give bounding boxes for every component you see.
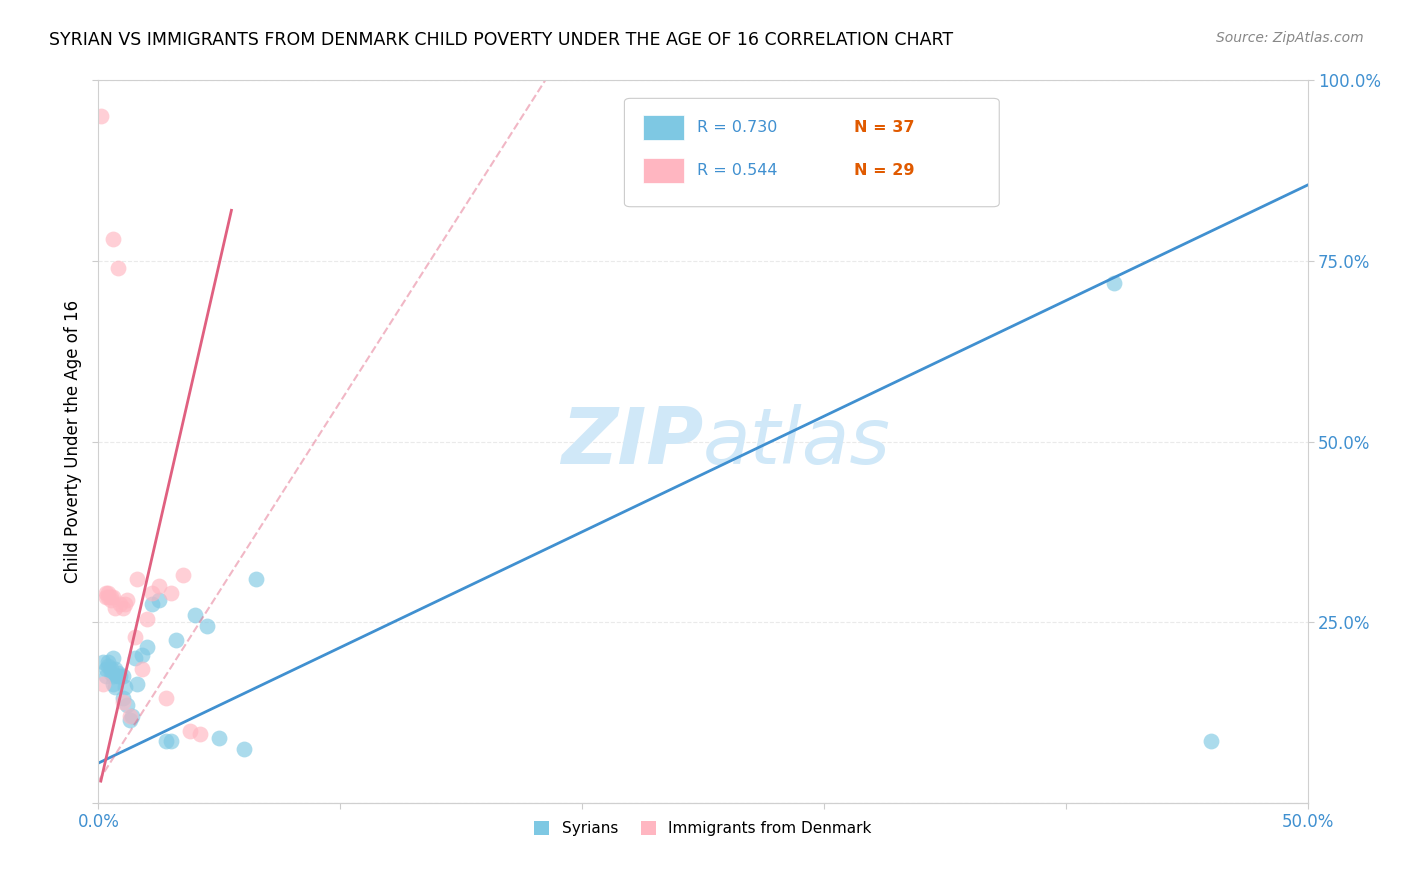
Point <box>135 640 157 655</box>
Point <box>188 727 211 741</box>
Point <box>124 651 146 665</box>
Point <box>91 676 114 690</box>
Point <box>100 593 122 607</box>
Text: atlas: atlas <box>703 403 891 480</box>
Point <box>179 723 201 738</box>
Point <box>90 110 112 124</box>
Text: Source: ZipAtlas.com: Source: ZipAtlas.com <box>1216 31 1364 45</box>
Point <box>107 669 129 683</box>
Point <box>107 261 129 276</box>
Point <box>141 597 163 611</box>
Point <box>141 586 163 600</box>
Point <box>148 593 170 607</box>
Text: SYRIAN VS IMMIGRANTS FROM DENMARK CHILD POVERTY UNDER THE AGE OF 16 CORRELATION : SYRIAN VS IMMIGRANTS FROM DENMARK CHILD … <box>49 31 953 49</box>
Text: ZIP: ZIP <box>561 403 703 480</box>
Point <box>101 651 124 665</box>
Point <box>94 669 117 683</box>
Point <box>101 676 124 690</box>
Point <box>94 586 117 600</box>
Point <box>195 619 218 633</box>
Point <box>172 568 194 582</box>
Point <box>111 691 134 706</box>
Point <box>208 731 231 745</box>
Point <box>148 579 170 593</box>
Point <box>108 669 131 683</box>
Point <box>232 741 254 756</box>
Point <box>97 586 120 600</box>
Text: N = 29: N = 29 <box>855 163 915 178</box>
Point <box>184 607 207 622</box>
Point <box>160 586 183 600</box>
Text: R = 0.730: R = 0.730 <box>697 120 778 135</box>
FancyBboxPatch shape <box>624 98 1000 207</box>
Point <box>107 665 129 680</box>
Legend: Syrians, Immigrants from Denmark: Syrians, Immigrants from Denmark <box>529 814 877 842</box>
Point <box>111 600 134 615</box>
Point <box>1199 734 1222 748</box>
Point <box>165 633 187 648</box>
Point <box>104 680 127 694</box>
Point <box>118 713 141 727</box>
Point <box>100 665 122 680</box>
Point <box>127 572 149 586</box>
Point <box>131 662 153 676</box>
Point <box>91 655 114 669</box>
Point <box>104 662 127 676</box>
Point <box>101 669 124 683</box>
Point <box>127 676 149 690</box>
Point <box>124 630 146 644</box>
Point <box>101 590 124 604</box>
Point <box>94 590 117 604</box>
Point <box>97 658 120 673</box>
Point <box>155 734 177 748</box>
Point <box>245 572 267 586</box>
Point <box>118 709 141 723</box>
Point <box>104 600 127 615</box>
Point <box>155 691 177 706</box>
FancyBboxPatch shape <box>643 158 683 183</box>
Text: N = 37: N = 37 <box>855 120 915 135</box>
Point <box>131 648 153 662</box>
Point <box>97 590 120 604</box>
Point <box>108 597 131 611</box>
Point <box>114 597 136 611</box>
Point <box>94 662 117 676</box>
Point <box>97 655 120 669</box>
Point <box>1102 276 1125 290</box>
Y-axis label: Child Poverty Under the Age of 16: Child Poverty Under the Age of 16 <box>63 300 82 583</box>
FancyBboxPatch shape <box>643 115 683 139</box>
Point <box>111 669 134 683</box>
Point <box>100 662 122 676</box>
Text: R = 0.544: R = 0.544 <box>697 163 778 178</box>
Point <box>100 590 122 604</box>
Point <box>101 232 124 246</box>
Point <box>111 695 134 709</box>
Point <box>121 709 143 723</box>
Point <box>117 593 139 607</box>
Point <box>114 680 136 694</box>
Point <box>117 698 139 713</box>
Point <box>135 611 157 625</box>
Point <box>160 734 183 748</box>
